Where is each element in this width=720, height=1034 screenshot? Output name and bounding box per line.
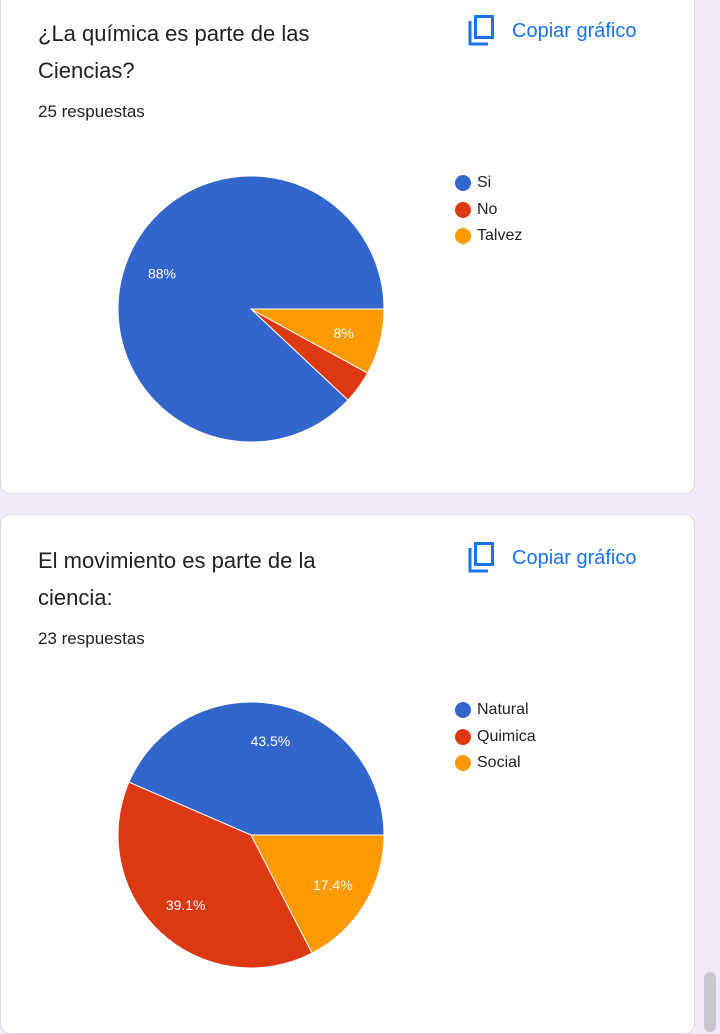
- pie-data-label: 17.4%: [313, 877, 353, 893]
- copy-icon: [468, 542, 494, 573]
- legend-label: Talvez: [477, 227, 523, 245]
- response-count: 25 respuestas: [38, 102, 145, 121]
- legend-label: Natural: [477, 701, 529, 719]
- legend-swatch: [455, 755, 471, 772]
- legend-label: No: [477, 200, 498, 218]
- pie-data-label: 88%: [148, 266, 176, 282]
- legend-swatch: [455, 728, 471, 745]
- pie-data-label: 8%: [334, 325, 354, 341]
- legend-item-si[interactable]: Si: [455, 170, 522, 197]
- copy-chart-label: Copiar gráfico: [512, 546, 637, 569]
- pie-data-label: 43.5%: [251, 733, 291, 749]
- chart-card-quimica: ¿La química es parte de las Ciencias? 25…: [0, 0, 695, 494]
- response-count: 23 respuestas: [38, 629, 145, 648]
- legend-item-no[interactable]: No: [455, 197, 522, 224]
- question-title: ¿La química es parte de las Ciencias?: [38, 21, 310, 83]
- legend-swatch: [455, 702, 471, 719]
- legend-swatch: [455, 228, 471, 245]
- pie-slice-social[interactable]: [250, 834, 385, 954]
- copy-icon: [468, 15, 494, 46]
- copy-chart-label: Copiar gráfico: [512, 19, 637, 42]
- pie-data-label: 39.1%: [166, 897, 206, 913]
- pie-chart: 88% 8%: [117, 175, 385, 443]
- chart-legend: Natural Quimica Social: [455, 697, 536, 777]
- chart-card-movimiento: El movimiento es parte de la ciencia: 23…: [0, 514, 695, 1034]
- legend-label: Si: [477, 174, 492, 192]
- legend-item-quimica[interactable]: Quimica: [455, 724, 536, 751]
- pie-slice-talvez[interactable]: [250, 308, 385, 374]
- legend-item-talvez[interactable]: Talvez: [455, 223, 522, 250]
- pie-slice-natural[interactable]: [128, 701, 385, 836]
- copy-chart-button[interactable]: Copiar gráfico: [467, 542, 637, 574]
- legend-item-natural[interactable]: Natural: [455, 697, 536, 724]
- legend-swatch: [455, 201, 471, 218]
- legend-item-social[interactable]: Social: [455, 750, 536, 777]
- legend-swatch: [455, 175, 471, 192]
- copy-chart-button[interactable]: Copiar gráfico: [467, 15, 637, 47]
- scrollbar-thumb[interactable]: [704, 972, 716, 1032]
- pie-slice-quimica[interactable]: [117, 781, 313, 969]
- legend-label: Social: [477, 754, 521, 772]
- question-title: El movimiento es parte de la ciencia:: [38, 548, 316, 610]
- pie-chart: 43.5% 39.1% 17.4%: [117, 701, 385, 969]
- chart-legend: Si No Talvez: [455, 170, 522, 250]
- legend-label: Quimica: [477, 727, 536, 745]
